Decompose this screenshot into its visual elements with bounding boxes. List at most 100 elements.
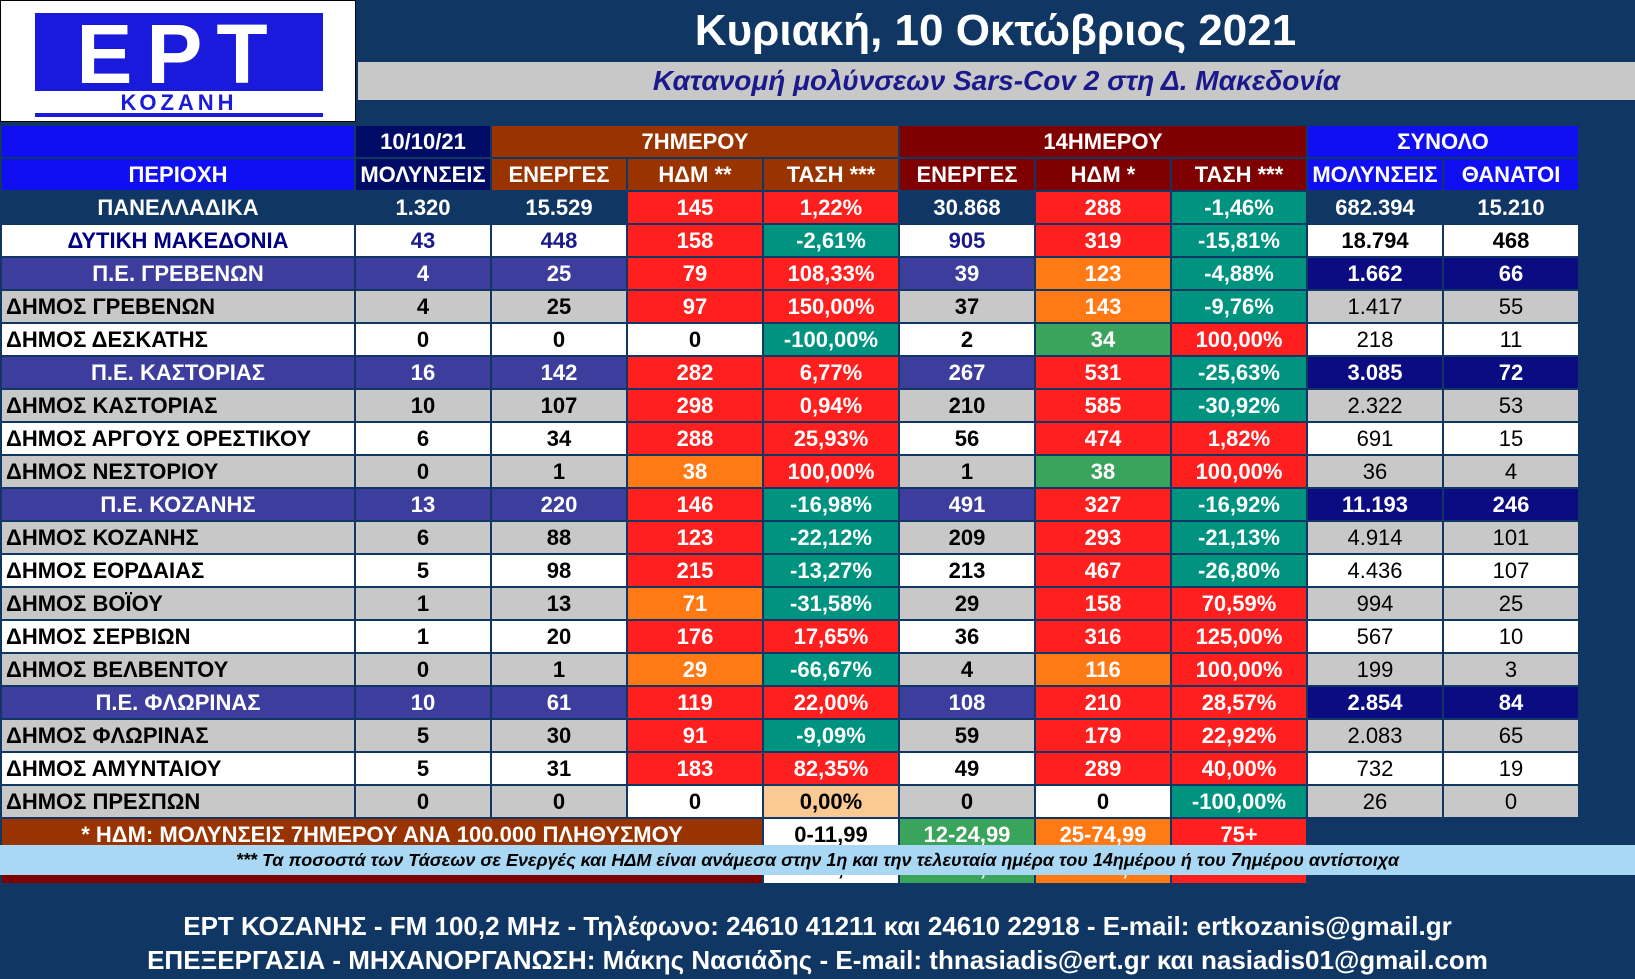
value-cell: 0 (628, 324, 762, 355)
value-cell: 142 (492, 357, 626, 388)
value-cell: 289 (1036, 753, 1170, 784)
value-cell: 4.436 (1308, 555, 1442, 586)
value-cell: 97 (628, 291, 762, 322)
value-cell: 1 (492, 654, 626, 685)
value-cell: 25 (492, 258, 626, 289)
value-cell: 5 (356, 753, 490, 784)
value-cell: -66,67% (764, 654, 898, 685)
value-cell: 199 (1308, 654, 1442, 685)
value-cell: 5 (356, 720, 490, 751)
column-header: ΤΑΣΗ *** (1172, 159, 1306, 190)
date-header: 10/10/21 (356, 126, 490, 157)
value-cell: 0 (1444, 786, 1578, 817)
value-cell: 0 (628, 786, 762, 817)
value-cell: -9,76% (1172, 291, 1306, 322)
table-row: ΔΗΜΟΣ ΣΕΡΒΙΩΝ 1 20 176 17,65% 36 316 125,00% 567… (2, 621, 1578, 652)
table-row: ΔΗΜΟΣ ΑΜΥΝΤΑΙΟΥ 5 31 183 82,35% 49 289 40,00% 73… (2, 753, 1578, 784)
value-cell: 36 (900, 621, 1034, 652)
value-cell: 209 (900, 522, 1034, 553)
value-cell: 146 (628, 489, 762, 520)
logo-main-text: ΕΡΤ (76, 7, 282, 101)
table-row: ΔΗΜΟΣ ΚΑΣΤΟΡΙΑΣ 10 107 298 0,94% 210 585 -30,92… (2, 390, 1578, 421)
value-cell: 100,00% (1172, 456, 1306, 487)
value-cell: 6 (356, 423, 490, 454)
value-cell: 39 (900, 258, 1034, 289)
value-cell: 213 (900, 555, 1034, 586)
value-cell: 82,35% (764, 753, 898, 784)
value-cell: 1 (356, 621, 490, 652)
value-cell: 10 (356, 390, 490, 421)
table-row: ΔΗΜΟΣ ΚΟΖΑΝΗΣ 6 88 123 -22,12% 209 293 -21,13% 4… (2, 522, 1578, 553)
value-cell: 29 (900, 588, 1034, 619)
value-cell: 0 (900, 786, 1034, 817)
column-header: ΤΑΣΗ *** (764, 159, 898, 190)
value-cell: 467 (1036, 555, 1170, 586)
value-cell: 246 (1444, 489, 1578, 520)
column-header: ΜΟΛΥΝΣΕΙΣ (1308, 159, 1442, 190)
region-name-cell: ΔΗΜΟΣ ΕΟΡΔΑΙΑΣ (2, 555, 354, 586)
value-cell: -100,00% (1172, 786, 1306, 817)
ert-kozani-logo: ΕΡΤ ΚΟΖΑΝΗ (0, 0, 356, 122)
value-cell: 38 (628, 456, 762, 487)
value-cell: 43 (356, 225, 490, 256)
total-header: ΣΥΝΟΛΟ (1308, 126, 1578, 157)
value-cell: 1.417 (1308, 291, 1442, 322)
value-cell: 10 (1444, 621, 1578, 652)
value-cell: 2.854 (1308, 687, 1442, 718)
value-cell: 19 (1444, 753, 1578, 784)
table-row: ΔΗΜΟΣ ΦΛΩΡΙΝΑΣ 5 30 91 -9,09% 59 179 22,92% 2.08… (2, 720, 1578, 751)
value-cell: 2.083 (1308, 720, 1442, 751)
value-cell: -4,88% (1172, 258, 1306, 289)
value-cell: 298 (628, 390, 762, 421)
value-cell: 16 (356, 357, 490, 388)
legend-range: 75+ (1172, 819, 1306, 850)
value-cell: 31 (492, 753, 626, 784)
value-cell: 215 (628, 555, 762, 586)
table-row: ΠΑΝΕΛΛΑΔΙΚΑ 1.320 15.529 145 1,22% 30.868 288-… (2, 192, 1578, 223)
value-cell: 6 (356, 522, 490, 553)
value-cell: 11.193 (1308, 489, 1442, 520)
table-row: ΔΗΜΟΣ ΒΟΪΟΥ 1 13 71 -31,58% 29 158 70,59% 994 25 (2, 588, 1578, 619)
table-row: ΔΗΜΟΣ ΔΕΣΚΑΤΗΣ 0 0 0 -100,00% 2 34 100,00% 218 11 (2, 324, 1578, 355)
value-cell: 107 (492, 390, 626, 421)
region-name-cell: Π.Ε. ΚΟΖΑΝΗΣ (2, 489, 354, 520)
value-cell: 1 (492, 456, 626, 487)
value-cell: 1 (356, 588, 490, 619)
value-cell: 123 (1036, 258, 1170, 289)
column-header: ΜΟΛΥΝΣΕΙΣ (356, 159, 490, 190)
value-cell: 38 (1036, 456, 1170, 487)
value-cell: 29 (628, 654, 762, 685)
legend-spacer (1308, 819, 1578, 850)
value-cell: 585 (1036, 390, 1170, 421)
value-cell: 316 (1036, 621, 1170, 652)
value-cell: 49 (900, 753, 1034, 784)
value-cell: 994 (1308, 588, 1442, 619)
value-cell: 145 (628, 192, 762, 223)
value-cell: 732 (1308, 753, 1442, 784)
value-cell: 1,82% (1172, 423, 1306, 454)
region-name-cell: ΔΗΜΟΣ ΦΛΩΡΙΝΑΣ (2, 720, 354, 751)
value-cell: 79 (628, 258, 762, 289)
region-name-cell: ΔΗΜΟΣ ΔΕΣΚΑΤΗΣ (2, 324, 354, 355)
table-row: ΔΗΜΟΣ ΠΡΕΣΠΩΝ 0 0 0 0,00% 0 0 -100,00% 26 0 (2, 786, 1578, 817)
value-cell: 107 (1444, 555, 1578, 586)
value-cell: 26 (1308, 786, 1442, 817)
value-cell: 0 (1036, 786, 1170, 817)
value-cell: -26,80% (1172, 555, 1306, 586)
value-cell: 0 (356, 786, 490, 817)
table-row: Π.Ε. ΚΑΣΤΟΡΙΑΣ 16 142 282 6,77% 267 531 -25,63%… (2, 357, 1578, 388)
value-cell: 15.529 (492, 192, 626, 223)
legend-range: 25-74,99 (1036, 819, 1170, 850)
value-cell: 88 (492, 522, 626, 553)
value-cell: 220 (492, 489, 626, 520)
value-cell: 37 (900, 291, 1034, 322)
region-name-cell: ΔΥΤΙΚΗ ΜΑΚΕΔΟΝΙΑ (2, 225, 354, 256)
column-header: ΕΝΕΡΓΕΣ (900, 159, 1034, 190)
value-cell: 53 (1444, 390, 1578, 421)
legend-range: 12-24,99 (900, 819, 1034, 850)
value-cell: 25 (492, 291, 626, 322)
value-cell: 448 (492, 225, 626, 256)
value-cell: 0 (356, 654, 490, 685)
column-header: ΗΔΜ * (1036, 159, 1170, 190)
legend-row: * ΗΔΜ: ΜΟΛΥΝΣΕΙΣ 7ΗΜΕΡΟΥ ΑΝΑ 100.000 ΠΛΗ… (2, 819, 1578, 850)
